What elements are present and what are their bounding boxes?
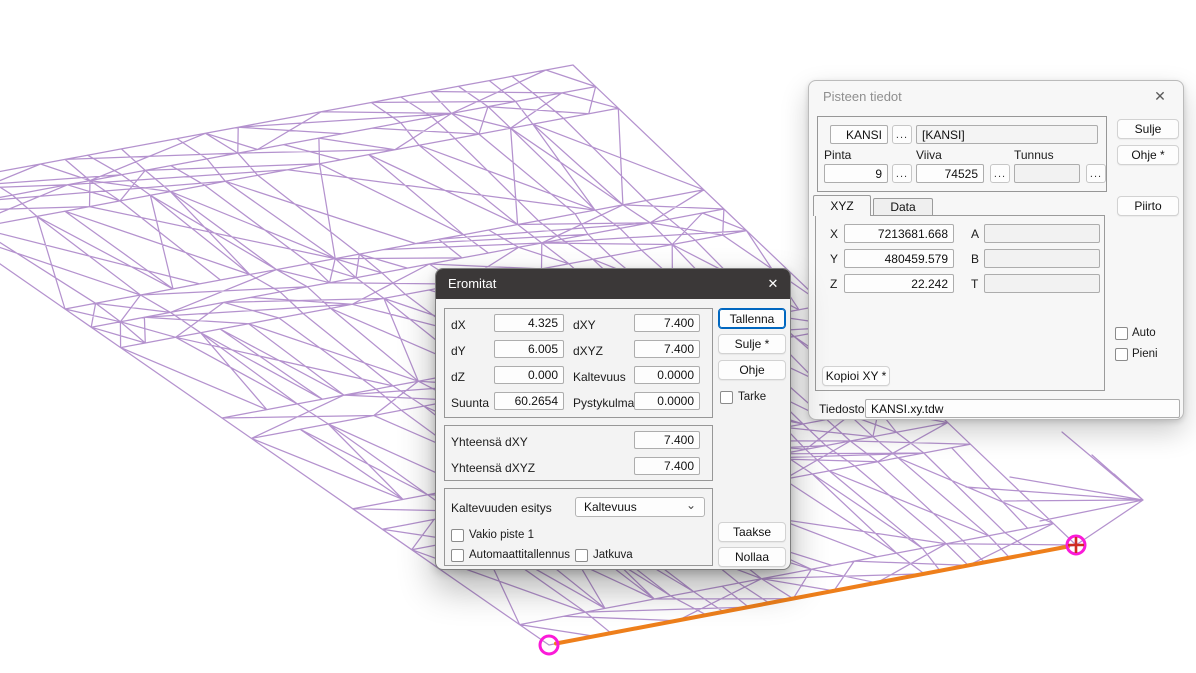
automaattitallennus-checkbox[interactable] (451, 549, 464, 562)
dxy-field[interactable]: 7.400 (634, 314, 700, 332)
suunta-field[interactable]: 60.2654 (494, 392, 564, 410)
kaltevuus-field[interactable]: 0.0000 (634, 366, 700, 384)
slope-group: Kaltevuuden esitys Kaltevuus ⌄ Vakio pis… (444, 488, 713, 566)
dialog-title: Eromitat (448, 276, 497, 291)
tarke-checkbox-label: Tarke (738, 391, 767, 403)
kaltevuus-label: Kaltevuus (573, 370, 626, 384)
b-field[interactable] (984, 249, 1100, 268)
dxyz-label: dXYZ (573, 344, 604, 358)
vakio-piste-checkbox-label: Vakio piste 1 (469, 529, 534, 541)
dz-label: dZ (451, 370, 466, 384)
ohje-button[interactable]: Ohje (718, 360, 786, 380)
t-label: T (971, 277, 979, 291)
a-field[interactable] (984, 224, 1100, 243)
pinta-field[interactable]: 9 (824, 164, 888, 183)
y-label: Y (830, 252, 839, 266)
viiva-label: Viiva (916, 148, 942, 162)
pieni-checkbox[interactable] (1115, 348, 1128, 361)
point-marker[interactable] (538, 634, 560, 656)
code-field[interactable]: KANSI (830, 125, 888, 144)
point-marker[interactable] (1065, 534, 1087, 556)
yhteensa-dxy-label: Yhteensä dXY (451, 435, 528, 449)
yhteensa-dxyz-label: Yhteensä dXYZ (451, 461, 536, 475)
sulje-button[interactable]: Sulje (1117, 119, 1179, 139)
kopioi-xy-button[interactable]: Kopioi XY * (822, 366, 890, 386)
tiedosto-label: Tiedosto (819, 402, 865, 416)
dx-field[interactable]: 4.325 (494, 314, 564, 332)
y-field[interactable]: 480459.579 (844, 249, 954, 268)
suunta-label: Suunta (451, 396, 490, 410)
yhteensa-dxyz-field[interactable]: 7.400 (634, 457, 700, 475)
dialog-eromitat: Eromitat ✕ dX 4.325 dXY 7.400 dY 6.005 d… (435, 268, 791, 570)
taakse-button[interactable]: Taakse (718, 522, 786, 542)
a-label: A (971, 227, 980, 241)
auto-checkbox-label: Auto (1132, 327, 1156, 339)
ohje-button[interactable]: Ohje * (1117, 145, 1179, 165)
dy-field[interactable]: 6.005 (494, 340, 564, 358)
nollaa-button[interactable]: Nollaa (718, 547, 786, 567)
point-id-group: KANSI ... [KANSI] Pinta Viiva Tunnus 9 .… (817, 116, 1107, 192)
kaltevuuden-esitys-label: Kaltevuuden esitys (451, 501, 552, 515)
z-field[interactable]: 22.242 (844, 274, 954, 293)
pinta-label: Pinta (824, 148, 852, 162)
x-label: X (830, 227, 839, 241)
delta-group: dX 4.325 dXY 7.400 dY 6.005 dXYZ 7.400 d… (444, 308, 713, 418)
tiedosto-field[interactable]: KANSI.xy.tdw (865, 399, 1180, 418)
tab-data[interactable]: Data (873, 198, 933, 215)
automaattitallennus-checkbox-label: Automaattitallennus (469, 549, 571, 561)
yhteensa-dxy-field[interactable]: 7.400 (634, 431, 700, 449)
dialog-pisteen-tiedot: Pisteen tiedot ✕ KANSI ... [KANSI] Pinta… (808, 80, 1184, 420)
viiva-field[interactable]: 74525 (916, 164, 984, 183)
code-browse-button[interactable]: ... (892, 125, 912, 144)
pystykulma-field[interactable]: 0.0000 (634, 392, 700, 410)
cross-icon (1068, 537, 1084, 553)
tallenna-button[interactable]: Tallenna (718, 308, 786, 329)
piirto-button[interactable]: Piirto (1117, 196, 1179, 216)
viiva-browse-button[interactable]: ... (990, 164, 1010, 183)
dialog-title: Pisteen tiedot (823, 89, 902, 104)
dialog-titlebar[interactable]: Eromitat ✕ (436, 269, 790, 299)
t-field[interactable] (984, 274, 1100, 293)
code-display-field: [KANSI] (916, 125, 1098, 144)
xyz-tab-panel: X 7213681.668 A Y 480459.579 B Z 22.242 … (815, 215, 1105, 391)
pystykulma-label: Pystykulma (573, 396, 635, 410)
dxyz-field[interactable]: 7.400 (634, 340, 700, 358)
jatkuva-checkbox[interactable] (575, 549, 588, 562)
pieni-checkbox-label: Pieni (1132, 348, 1158, 360)
tarke-checkbox[interactable] (720, 391, 733, 404)
x-field[interactable]: 7213681.668 (844, 224, 954, 243)
tab-xyz[interactable]: XYZ (813, 195, 871, 216)
dz-field[interactable]: 0.000 (494, 366, 564, 384)
tunnus-field[interactable] (1014, 164, 1080, 183)
slope-display-value: Kaltevuus (584, 500, 637, 514)
dxy-label: dXY (573, 318, 596, 332)
totals-group: Yhteensä dXY 7.400 Yhteensä dXYZ 7.400 (444, 425, 713, 481)
b-label: B (971, 252, 980, 266)
sulje-button[interactable]: Sulje * (718, 334, 786, 354)
pinta-browse-button[interactable]: ... (892, 164, 912, 183)
dy-label: dY (451, 344, 466, 358)
auto-checkbox[interactable] (1115, 327, 1128, 340)
measure-line[interactable] (554, 544, 1070, 646)
chevron-down-icon: ⌄ (685, 498, 696, 512)
close-icon[interactable]: ✕ (1154, 87, 1166, 104)
dialog-titlebar[interactable]: Pisteen tiedot ✕ (809, 81, 1183, 109)
z-label: Z (830, 277, 838, 291)
dx-label: dX (451, 318, 466, 332)
jatkuva-checkbox-label: Jatkuva (593, 549, 633, 561)
tunnus-browse-button[interactable]: ... (1086, 164, 1106, 183)
slope-display-dropdown[interactable]: Kaltevuus ⌄ (575, 497, 705, 517)
tunnus-label: Tunnus (1014, 148, 1054, 162)
close-icon[interactable]: ✕ (767, 276, 779, 291)
vakio-piste-checkbox[interactable] (451, 529, 464, 542)
